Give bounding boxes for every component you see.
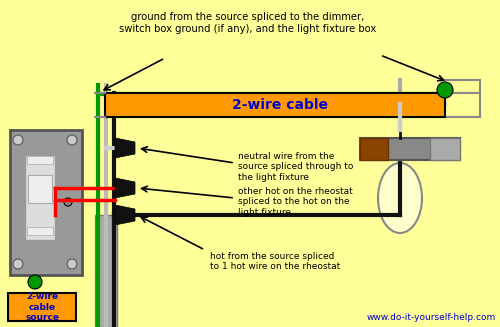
Polygon shape — [115, 138, 135, 158]
Bar — [360, 138, 388, 160]
Bar — [10, 130, 82, 275]
Bar — [27, 156, 53, 164]
Text: hot from the source spliced
to 1 hot wire on the rheostat: hot from the source spliced to 1 hot wir… — [210, 252, 340, 271]
Circle shape — [67, 135, 77, 145]
Text: neutral wire from the
source spliced through to
the light fixture: neutral wire from the source spliced thr… — [238, 152, 354, 182]
Bar — [27, 227, 53, 235]
Bar — [430, 138, 460, 160]
Polygon shape — [115, 205, 135, 225]
Circle shape — [64, 198, 72, 206]
Bar — [360, 138, 460, 160]
Text: 2-wire cable: 2-wire cable — [232, 98, 328, 112]
Bar — [105, 93, 445, 117]
Text: ground from the source spliced to the dimmer,
switch box ground (if any), and th: ground from the source spliced to the di… — [120, 12, 376, 34]
Polygon shape — [115, 178, 135, 198]
Circle shape — [67, 259, 77, 269]
Bar — [8, 293, 76, 321]
Bar — [25, 155, 55, 240]
Text: 2-wire
cable
source: 2-wire cable source — [25, 292, 59, 322]
Circle shape — [28, 275, 42, 289]
Circle shape — [13, 259, 23, 269]
Circle shape — [437, 82, 453, 98]
Circle shape — [13, 135, 23, 145]
Bar — [95, 215, 117, 327]
Text: www.do-it-yourself-help.com: www.do-it-yourself-help.com — [367, 313, 496, 322]
Ellipse shape — [378, 163, 422, 233]
Text: other hot on the rheostat
spliced to the hot on the
light fixture: other hot on the rheostat spliced to the… — [238, 187, 353, 217]
Bar — [28, 175, 52, 203]
